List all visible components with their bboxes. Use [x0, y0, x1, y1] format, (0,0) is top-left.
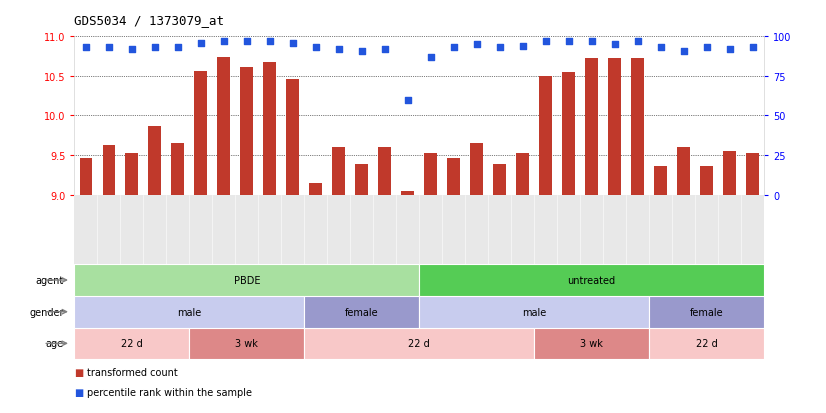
Point: [470, 42, 483, 48]
Text: age: age: [46, 339, 64, 349]
Text: GDS5034 / 1373079_at: GDS5034 / 1373079_at: [74, 14, 225, 27]
Bar: [401, 191, 414, 195]
Point: [401, 97, 415, 104]
Bar: [149, 127, 161, 195]
Text: male: male: [522, 307, 546, 317]
Bar: [126, 153, 138, 195]
Point: [562, 38, 575, 45]
Point: [516, 43, 529, 50]
Bar: [654, 167, 667, 195]
Text: ■: ■: [74, 387, 83, 397]
Bar: [378, 148, 391, 195]
Bar: [493, 165, 506, 195]
Text: 22 d: 22 d: [695, 339, 718, 349]
Text: untreated: untreated: [567, 275, 615, 285]
Point: [309, 45, 322, 52]
Bar: [304, 328, 534, 359]
Bar: [608, 59, 621, 195]
Bar: [240, 68, 253, 195]
Text: 3 wk: 3 wk: [580, 339, 603, 349]
Bar: [332, 148, 345, 195]
Point: [654, 45, 667, 52]
Point: [217, 38, 230, 45]
Point: [539, 38, 553, 45]
Bar: [649, 296, 764, 328]
Point: [447, 45, 460, 52]
Text: agent: agent: [36, 275, 64, 285]
Bar: [79, 159, 93, 195]
Bar: [172, 144, 184, 195]
Point: [126, 47, 139, 53]
Bar: [310, 183, 322, 195]
Bar: [586, 59, 598, 195]
Bar: [217, 58, 230, 195]
Point: [746, 45, 759, 52]
Bar: [102, 146, 115, 195]
Bar: [74, 296, 304, 328]
Point: [194, 40, 207, 47]
Bar: [355, 165, 368, 195]
Text: PBDE: PBDE: [234, 275, 260, 285]
Text: 22 d: 22 d: [121, 339, 143, 349]
Text: female: female: [345, 307, 378, 317]
Bar: [194, 72, 207, 195]
Point: [332, 47, 345, 53]
Bar: [631, 59, 644, 195]
Bar: [516, 154, 529, 195]
Point: [171, 45, 184, 52]
Text: 3 wk: 3 wk: [235, 339, 259, 349]
Bar: [448, 159, 460, 195]
Bar: [649, 328, 764, 359]
Bar: [189, 328, 304, 359]
Text: male: male: [177, 307, 202, 317]
Point: [700, 45, 713, 52]
Point: [608, 42, 621, 48]
Point: [102, 45, 116, 52]
Point: [148, 45, 161, 52]
Point: [723, 47, 736, 53]
Text: gender: gender: [30, 307, 64, 317]
Point: [263, 38, 277, 45]
Bar: [304, 296, 420, 328]
Point: [631, 38, 644, 45]
Point: [585, 38, 598, 45]
Point: [424, 55, 437, 61]
Text: female: female: [690, 307, 724, 317]
Bar: [263, 62, 276, 195]
Bar: [539, 77, 552, 195]
Bar: [420, 265, 764, 296]
Bar: [470, 144, 483, 195]
Point: [240, 38, 254, 45]
Bar: [534, 328, 649, 359]
Bar: [74, 265, 420, 296]
Text: transformed count: transformed count: [87, 367, 178, 377]
Point: [677, 48, 691, 55]
Point: [493, 45, 506, 52]
Point: [286, 40, 299, 47]
Bar: [677, 148, 690, 195]
Bar: [746, 154, 759, 195]
Bar: [724, 152, 736, 195]
Bar: [287, 80, 299, 195]
Bar: [563, 73, 575, 195]
Bar: [74, 328, 189, 359]
Text: percentile rank within the sample: percentile rank within the sample: [87, 387, 252, 397]
Bar: [420, 296, 649, 328]
Point: [355, 48, 368, 55]
Bar: [700, 167, 713, 195]
Point: [79, 45, 93, 52]
Point: [378, 47, 392, 53]
Text: ■: ■: [74, 367, 83, 377]
Text: 22 d: 22 d: [408, 339, 430, 349]
Bar: [425, 153, 437, 195]
